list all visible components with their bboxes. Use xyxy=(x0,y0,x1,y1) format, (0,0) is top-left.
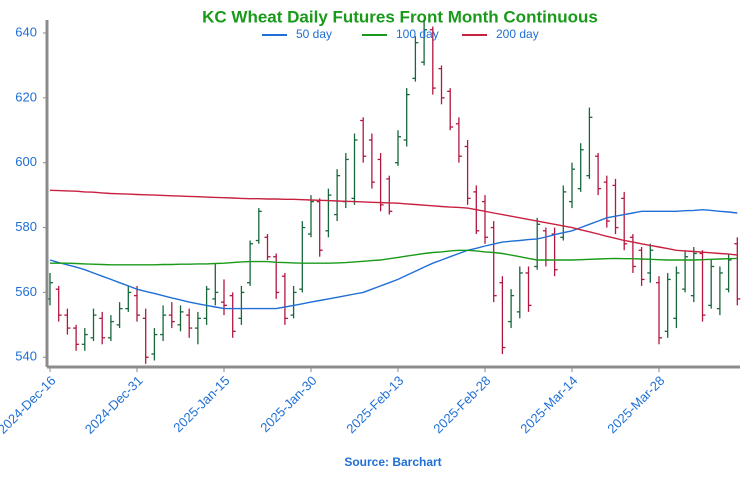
x-tick-label: 2025-Feb-13 xyxy=(343,373,406,436)
legend-label: 50 day xyxy=(296,27,332,41)
x-tick-label: 2025-Mar-14 xyxy=(517,373,580,436)
x-tick-label: 2025-Mar-28 xyxy=(604,373,667,436)
x-tick-label: 2024-Dec-31 xyxy=(82,373,146,437)
chart-title: KC Wheat Daily Futures Front Month Conti… xyxy=(202,7,598,26)
source-note: Source: Barchart xyxy=(344,455,441,469)
x-tick-label: 2025-Jan-15 xyxy=(170,373,232,435)
x-tick-label: 2025-Feb-28 xyxy=(430,373,493,436)
ma-line xyxy=(50,249,738,266)
ma-line xyxy=(49,189,738,256)
y-tick-label: 640 xyxy=(15,24,37,39)
y-tick-label: 540 xyxy=(15,349,37,364)
y-tick-label: 600 xyxy=(15,154,37,169)
x-tick-label: 2024-Dec-16 xyxy=(0,373,59,437)
y-tick-label: 580 xyxy=(15,219,37,234)
y-tick-label: 620 xyxy=(15,89,37,104)
legend-label: 100 day xyxy=(396,27,439,41)
y-tick-label: 560 xyxy=(15,284,37,299)
ma-line xyxy=(49,208,738,310)
legend-label: 200 day xyxy=(496,27,539,41)
x-tick-label: 2025-Jan-30 xyxy=(257,373,319,435)
